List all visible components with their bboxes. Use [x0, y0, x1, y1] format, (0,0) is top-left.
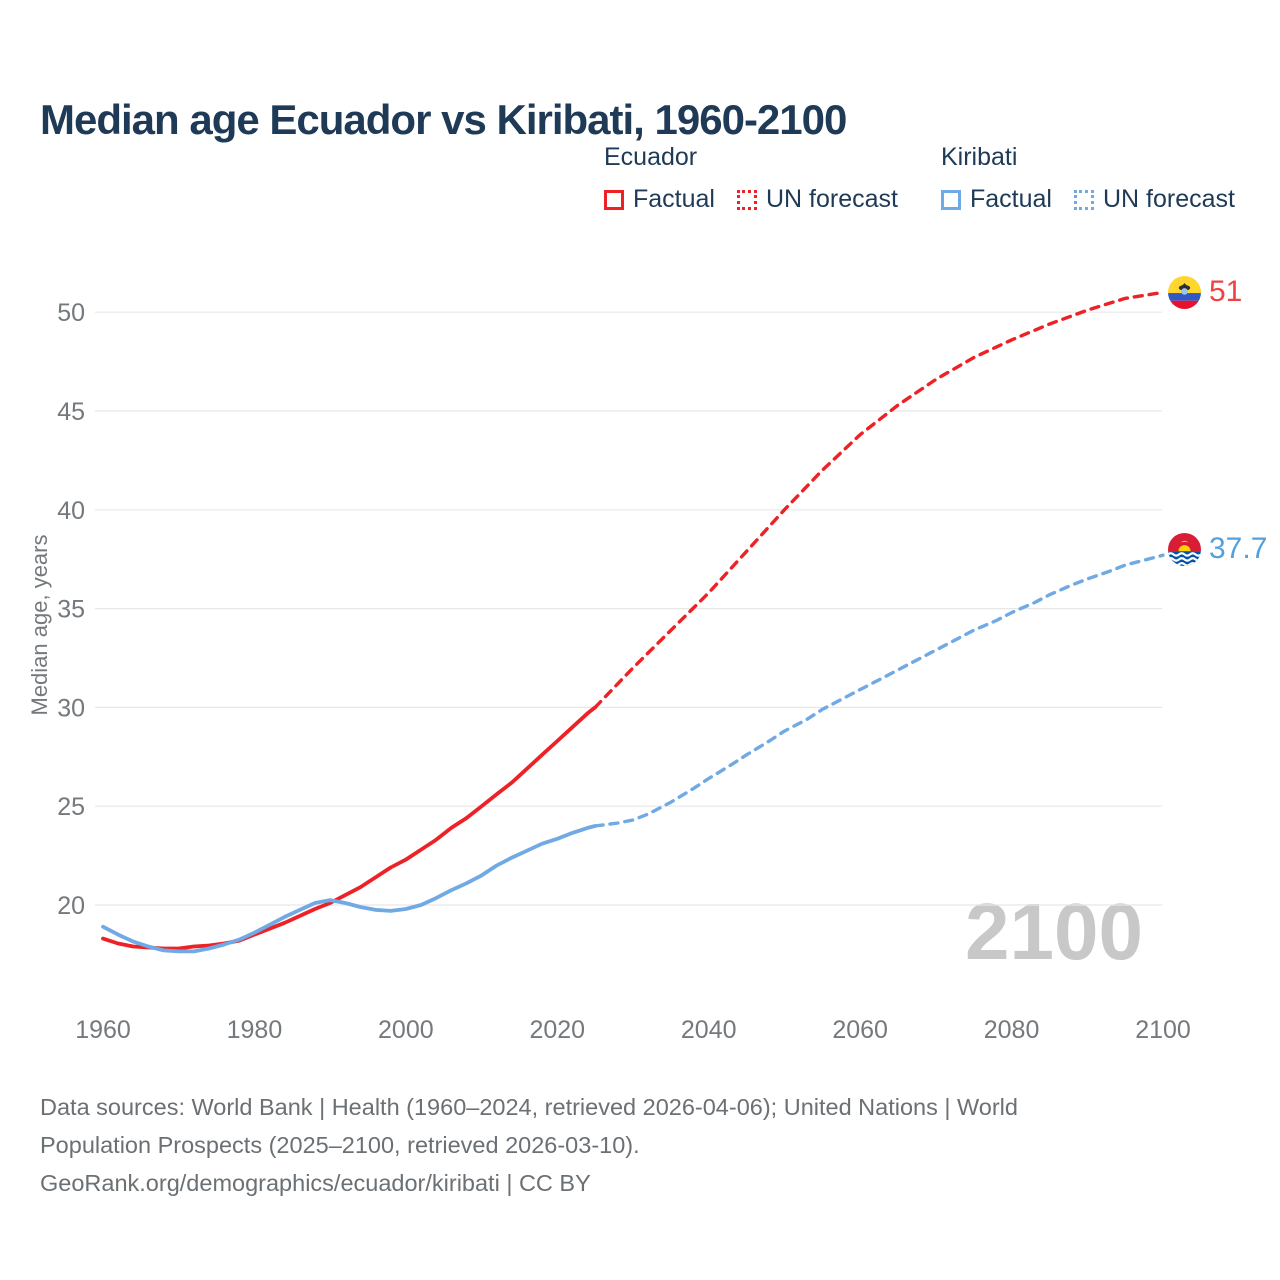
- legend-row-ecuador: Factual UN forecast: [604, 185, 920, 214]
- y-tick-label: 25: [57, 793, 85, 821]
- y-axis-title: Median age, years: [27, 534, 52, 716]
- ecuador-forecast-swatch-icon: [736, 189, 757, 210]
- page-title: Median age Ecuador vs Kiribati, 1960-210…: [40, 96, 847, 144]
- legend-country-ecuador: Ecuador: [604, 143, 698, 171]
- y-tick-label: 30: [57, 694, 85, 722]
- kiribati-forecast-swatch-icon: [1073, 189, 1094, 210]
- kiribati-factual-label: Factual: [970, 185, 1052, 213]
- footer-sources-line1: Data sources: World Bank | Health (1960–…: [40, 1094, 1018, 1120]
- y-tick-label: 50: [57, 299, 85, 327]
- x-tick-label: 1980: [227, 1016, 283, 1044]
- x-tick-label: 2040: [681, 1016, 737, 1044]
- x-tick-label: 2100: [1135, 1016, 1191, 1044]
- kiribati-forecast-label: UN forecast: [1102, 185, 1235, 213]
- kiribati-endpoint-marker: 37.7: [1168, 532, 1267, 566]
- series-line-kiribati-un-forecast: [593, 553, 1165, 828]
- ecuador-endpoint-marker: 51: [1168, 275, 1242, 309]
- ecuador-factual-label: Factual: [633, 185, 715, 213]
- kiribati-flag-icon: [1168, 532, 1201, 566]
- kiribati-end-value: 37.7: [1209, 532, 1268, 565]
- footer-sources-line2: Population Prospects (2025–2100, retriev…: [40, 1132, 640, 1158]
- series-line-ecuador-un-forecast: [593, 290, 1165, 710]
- ecuador-flag-icon: [1168, 275, 1201, 309]
- x-tick-label: 2020: [529, 1016, 585, 1044]
- x-tick-label: 1960: [75, 1016, 131, 1044]
- y-tick-label: 35: [57, 596, 85, 624]
- footer: Data sources: World Bank | Health (1960–…: [40, 1088, 1018, 1202]
- x-tick-label: 2000: [378, 1016, 434, 1044]
- kiribati-factual-swatch-icon: [941, 189, 961, 210]
- ecuador-factual-swatch-icon: [604, 189, 624, 210]
- ecuador-forecast-label: UN forecast: [765, 185, 898, 213]
- legend-group-kiribati: Kiribati Factual UN forecast: [941, 143, 1257, 214]
- series-line-kiribati-factual: [101, 824, 597, 954]
- y-tick-label: 45: [57, 398, 85, 426]
- x-tick-label: 2080: [984, 1016, 1040, 1044]
- legend-group-ecuador: Ecuador Factual UN forecast: [604, 143, 920, 214]
- legend-row-kiribati: Factual UN forecast: [941, 185, 1257, 214]
- ecuador-end-value: 51: [1209, 275, 1243, 308]
- x-tick-label: 2060: [832, 1016, 888, 1044]
- y-tick-label: 20: [57, 892, 85, 920]
- footer-attribution: GeoRank.org/demographics/ecuador/kiribat…: [40, 1170, 591, 1196]
- series-line-ecuador-factual: [101, 705, 597, 951]
- y-tick-label: 40: [57, 497, 85, 525]
- legend-country-kiribati: Kiribati: [941, 143, 1018, 171]
